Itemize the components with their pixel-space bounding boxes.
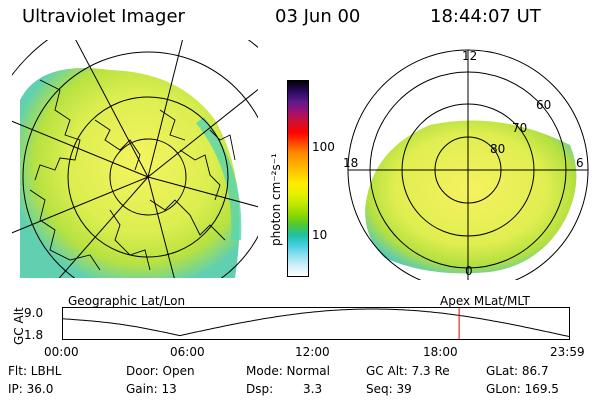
info-seq: Seq: 39 bbox=[366, 382, 412, 396]
geo-panel-label: Geographic Lat/Lon bbox=[68, 294, 186, 308]
time-display: 18:44:07 UT bbox=[430, 6, 541, 27]
time-tick-2359: 23:59 bbox=[550, 345, 585, 359]
time-tick-0000: 00:00 bbox=[44, 345, 79, 359]
time-tick-0600: 06:00 bbox=[170, 345, 205, 359]
colorbar-tick-10: 10 bbox=[312, 228, 328, 242]
altitude-plot bbox=[62, 307, 571, 340]
coastlines bbox=[29, 79, 236, 271]
info-gain: Gain: 13 bbox=[126, 382, 177, 396]
geographic-image bbox=[12, 40, 258, 278]
colorbar bbox=[287, 80, 309, 277]
info-gcalt: GC Alt: 7.3 Re bbox=[366, 364, 450, 378]
info-ip: IP: 36.0 bbox=[8, 382, 54, 396]
altitude-tick-min: 1.8 bbox=[24, 328, 44, 342]
mlt-label-right: 6 bbox=[576, 156, 584, 170]
lat-label-80: 80 bbox=[490, 142, 505, 156]
info-dsp-value: 3.3 bbox=[303, 382, 323, 396]
info-door: Door: Open bbox=[126, 364, 195, 378]
info-flt: Flt: LBHL bbox=[8, 364, 62, 378]
mlt-label-top: 12 bbox=[462, 49, 477, 63]
info-glat: GLat: 86.7 bbox=[486, 364, 549, 378]
aurora-emission-mlt bbox=[365, 120, 577, 274]
mlt-polar-plot: 12 6 0 18 60 70 80 bbox=[343, 49, 589, 280]
info-mode: Mode: Normal bbox=[246, 364, 330, 378]
app-title: Ultraviolet Imager bbox=[22, 6, 185, 27]
mlt-label-left: 18 bbox=[343, 156, 358, 170]
altitude-tick-max: 9.0 bbox=[24, 306, 44, 320]
colorbar-unit-label: photon cm⁻²s⁻¹ bbox=[269, 153, 283, 246]
aurora-emission-geo bbox=[20, 68, 240, 278]
altitude-curve bbox=[62, 308, 571, 338]
info-glon: GLon: 169.5 bbox=[486, 382, 559, 396]
latlon-grid bbox=[12, 40, 258, 278]
time-tick-1800: 18:00 bbox=[423, 345, 458, 359]
mlt-label-bottom: 0 bbox=[465, 264, 473, 278]
colorbar-tick-100: 100 bbox=[312, 140, 335, 154]
mlt-grid bbox=[347, 49, 589, 280]
time-tick-1200: 12:00 bbox=[295, 345, 330, 359]
date-display: 03 Jun 00 bbox=[275, 6, 361, 27]
mlt-panel-label: Apex MLat/MLT bbox=[440, 294, 530, 308]
lat-label-70: 70 bbox=[512, 121, 527, 135]
lat-label-60: 60 bbox=[536, 98, 551, 112]
info-dsp-label: Dsp: bbox=[246, 382, 274, 396]
